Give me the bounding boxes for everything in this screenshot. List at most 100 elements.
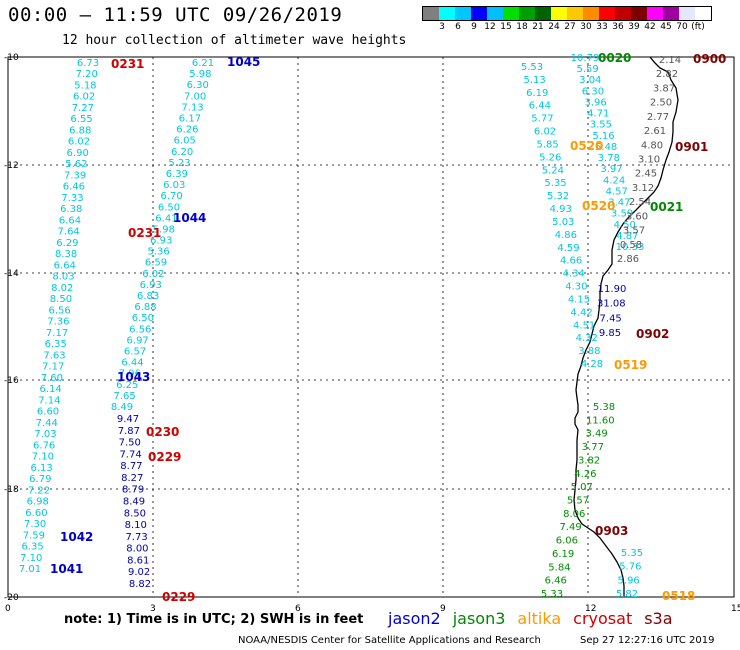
wave-height-value: 9.02 — [128, 567, 150, 578]
longitude-label: 3 — [150, 604, 156, 614]
legend-item: s3a — [644, 609, 673, 628]
orbit-time-tag: 1043 — [117, 370, 150, 384]
wave-height-value: 4.93 — [550, 204, 572, 215]
wave-height-value: 2.82 — [656, 69, 678, 80]
wave-height-value: 3.57 — [623, 226, 645, 237]
orbit-time-tag: 0902 — [636, 327, 669, 341]
latitude-label: -10 — [4, 53, 19, 63]
wave-height-value: 7.96 — [119, 369, 141, 380]
orbit-time-tag: 0229 — [162, 590, 195, 604]
wave-height-value: 9.85 — [599, 328, 621, 339]
wave-height-value: 7.50 — [119, 438, 141, 449]
wave-height-value: 7.36 — [47, 317, 69, 328]
wave-height-value: 6.56 — [49, 305, 71, 316]
color-swatch — [535, 7, 551, 20]
wave-height-value: 6.64 — [59, 215, 81, 226]
wave-height-value: 6.88 — [134, 302, 156, 313]
wave-height-value: 7.60 — [41, 373, 63, 384]
wave-height-value: 6.76 — [33, 440, 55, 451]
color-scale-label: 24 — [548, 22, 560, 32]
generated-timestamp: Sep 27 12:27:16 UTC 2019 — [580, 635, 715, 646]
color-scale-label: 30 — [580, 22, 592, 32]
wave-height-value: 6.25 — [116, 380, 138, 391]
wave-height-value: 4.32 — [576, 333, 598, 344]
orbit-time-tag: 0231 — [111, 57, 144, 71]
wave-height-value: 6.83 — [137, 291, 159, 302]
wave-height-value: 6.17 — [179, 113, 201, 124]
wave-height-value: 5.36 — [147, 247, 169, 258]
wave-height-value: 5.82 — [616, 589, 638, 600]
wave-height-value: 6.44 — [121, 358, 143, 369]
wave-height-value: 7.63 — [43, 350, 65, 361]
wave-height-value: 6.59 — [145, 258, 167, 269]
wave-height-value: 8.49 — [111, 402, 133, 413]
latitude-label: -12 — [4, 161, 19, 171]
color-scale-label: 45 — [660, 22, 672, 32]
wave-height-value: 7.20 — [76, 69, 98, 80]
wave-height-value: 3.59 — [611, 209, 633, 220]
wave-height-value: 5.07 — [571, 482, 593, 493]
wave-height-value: 3.55 — [590, 120, 612, 131]
wave-height-value: 3.12 — [632, 183, 654, 194]
wave-height-value: 6.64 — [54, 260, 76, 271]
wave-height-value: 5.24 — [542, 165, 564, 176]
color-scale-label: 12 — [484, 22, 496, 32]
wave-height-value: 8.38 — [55, 249, 77, 260]
wave-height-value: 6.02 — [68, 137, 90, 148]
color-swatch — [663, 7, 679, 20]
color-swatch — [519, 7, 535, 20]
wave-height-value: 6.19 — [526, 88, 548, 99]
wave-height-value: 2.50 — [650, 98, 672, 109]
wave-height-value: 6.60 — [37, 407, 59, 418]
wave-height-value: 5.59 — [577, 64, 599, 75]
color-scale-bar — [422, 6, 712, 21]
wave-height-value: 6.14 — [39, 384, 61, 395]
orbit-time-tag: 0518 — [662, 589, 695, 603]
latitude-label: -20 — [4, 593, 19, 603]
wave-height-value: 31.08 — [597, 299, 626, 310]
color-scale-labels: 3 6 9 12 15 18 21 24 27 30 33 36 39 42 45 70 (ft) — [422, 22, 740, 34]
orbit-time-tag: 0901 — [675, 140, 708, 154]
color-scale-label: 21 — [532, 22, 544, 32]
wave-height-value: 4.30 — [565, 282, 587, 293]
wave-height-value: 6.30 — [582, 86, 604, 97]
legend-item: jason3 — [452, 609, 506, 628]
track-time-tags: 0231 1045 1044 0231 1043 0230 0229 1042 1041 0229… — [50, 51, 726, 604]
color-swatch — [551, 7, 567, 20]
wave-height-value: 5.48 — [595, 142, 617, 153]
wave-height-value: 6.03 — [163, 180, 185, 191]
color-swatch — [647, 7, 663, 20]
orbit-time-tag: 0020 — [598, 51, 631, 65]
color-swatch — [423, 7, 439, 20]
wave-height-value: 8.06 — [563, 509, 585, 520]
orbit-time-tag: 1044 — [173, 211, 206, 225]
wave-height-value: 5.98 — [189, 69, 211, 80]
wave-height-value: 4.71 — [587, 109, 609, 120]
wave-height-value: 10.33 — [616, 242, 645, 253]
wave-height-value: 6.90 — [67, 148, 89, 159]
wave-height-value: 5.13 — [523, 75, 545, 86]
wave-height-value: 3.96 — [584, 97, 606, 108]
wave-height-value: 8.50 — [50, 294, 72, 305]
color-swatch — [471, 7, 487, 20]
wave-height-value: 6.06 — [556, 536, 578, 547]
wave-height-value: 8.27 — [121, 473, 143, 484]
orbit-time-tag: 0021 — [650, 200, 683, 214]
wave-height-value: 3.77 — [582, 442, 604, 453]
color-swatch — [599, 7, 615, 20]
wave-height-value: 4.34 — [563, 269, 585, 280]
wave-height-value: 7.45 — [600, 313, 622, 324]
wave-height-value: 6.26 — [176, 125, 198, 136]
wave-height-value: 3.97 — [600, 164, 622, 175]
latitude-axis: -10 -12 -14 -16 -18 -20 — [4, 53, 19, 603]
wave-height-value: 5.57 — [567, 496, 589, 507]
color-scale-label: 36 — [612, 22, 624, 32]
wave-height-value: 2.54 — [629, 197, 651, 208]
page-subtitle: 12 hour collection of altimeter wave hei… — [62, 33, 407, 48]
wave-height-value: 5.85 — [537, 139, 559, 150]
color-scale-label: 33 — [596, 22, 608, 32]
color-swatch — [503, 7, 519, 20]
wave-height-value: 8.77 — [120, 461, 142, 472]
wave-height-value: 6.50 — [158, 202, 180, 213]
